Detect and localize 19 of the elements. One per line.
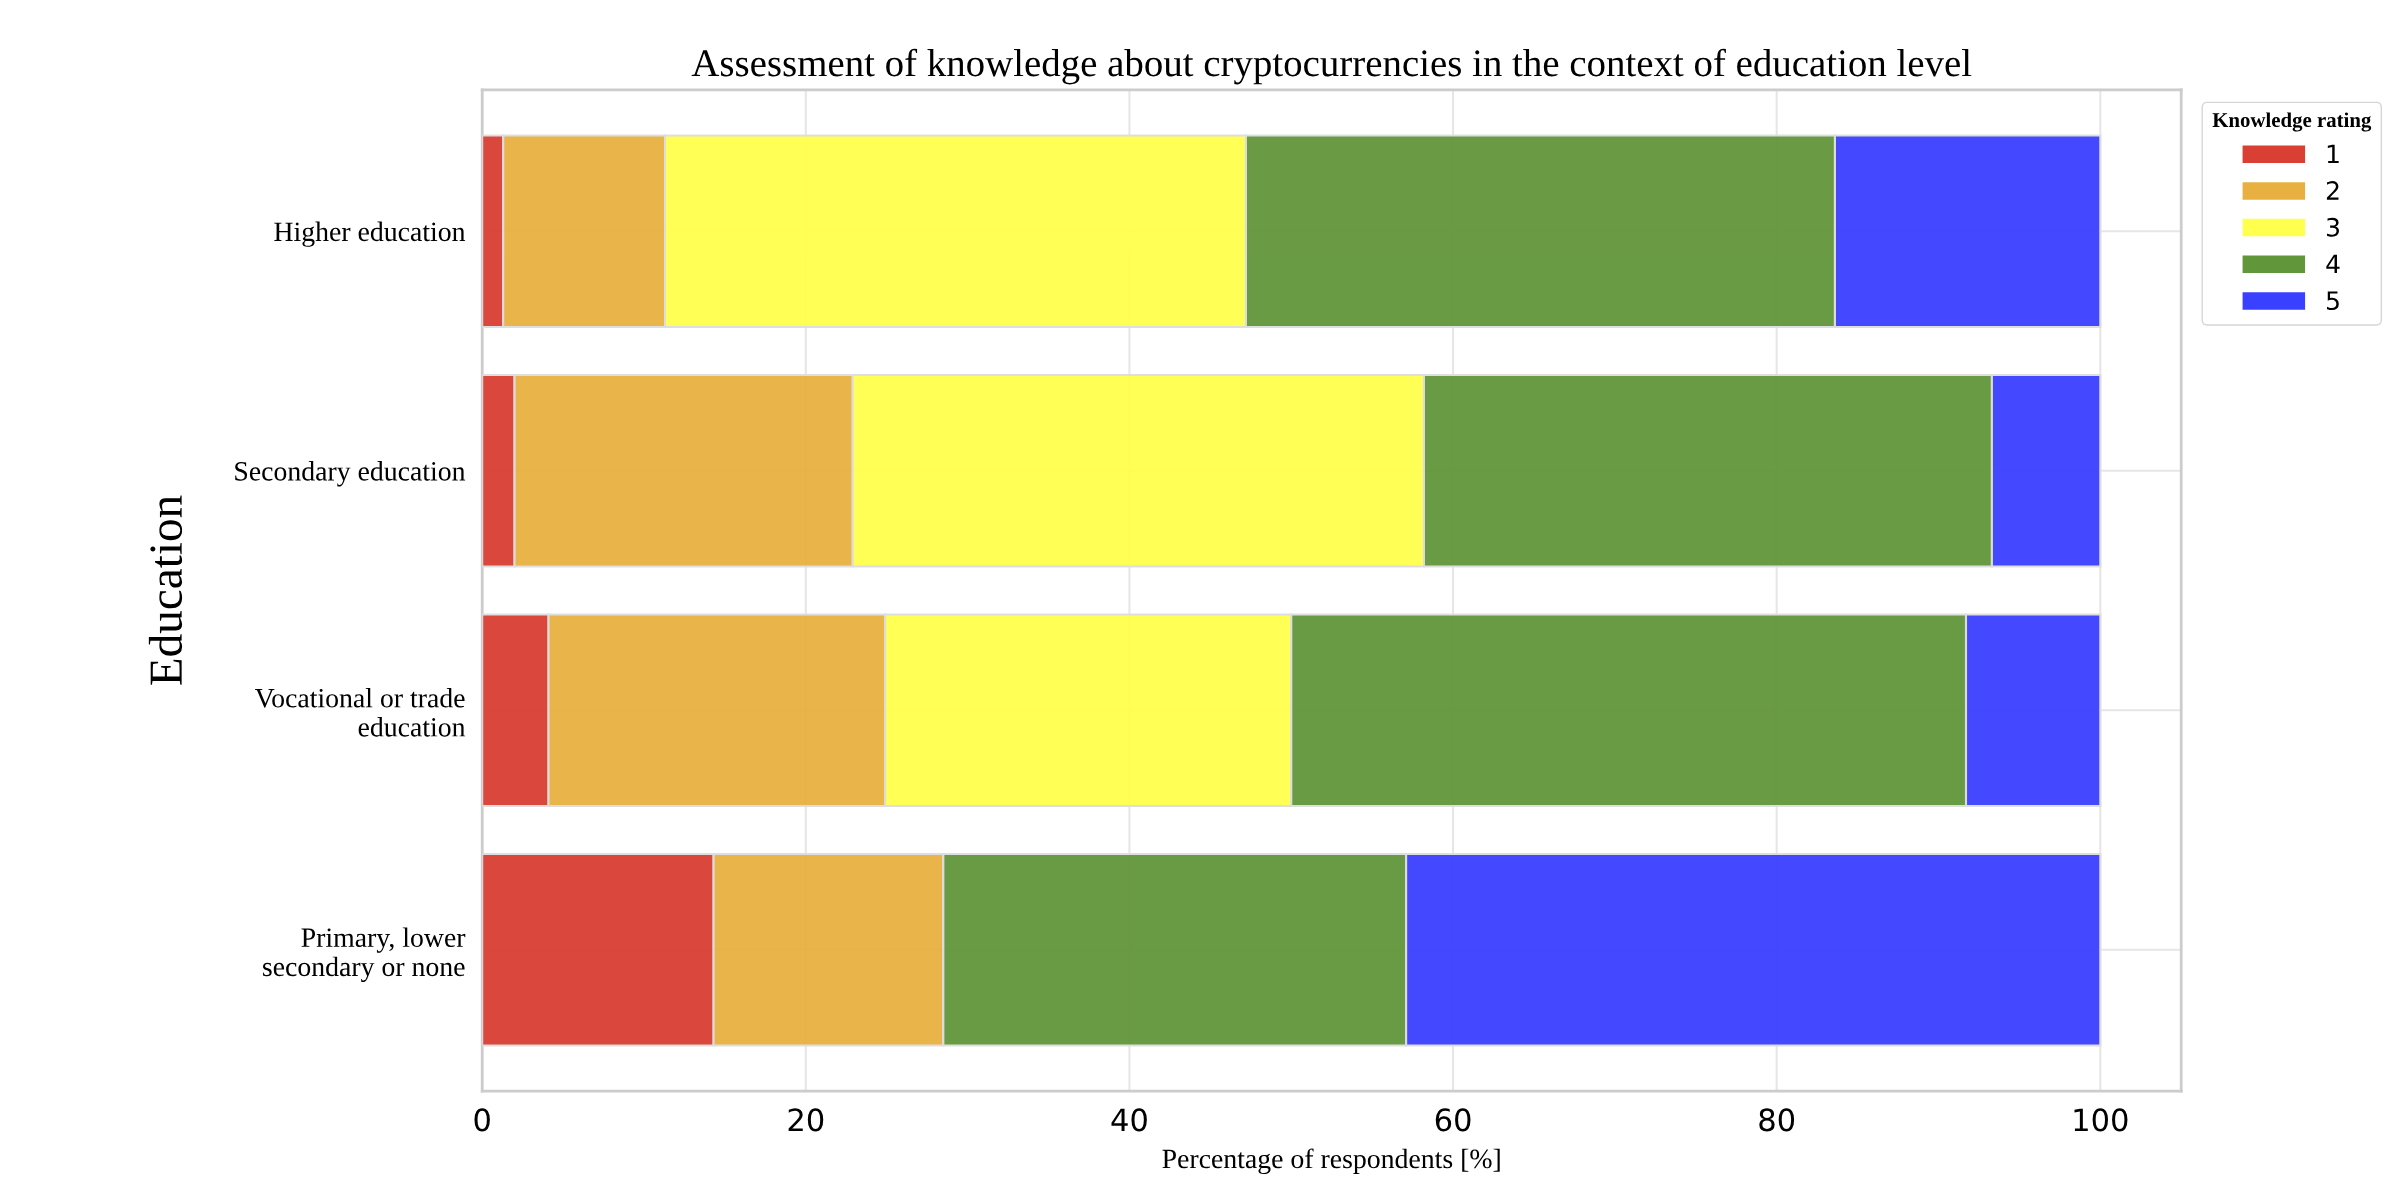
y-tick-label: Higher education — [274, 221, 466, 247]
legend-label: 1 — [2327, 144, 2339, 163]
legend-label: 2 — [2326, 181, 2339, 200]
y-tick-label: Primary, lower secondary or none — [263, 927, 466, 982]
legend-title: Knowledge rating — [2212, 112, 2372, 132]
legend-label: 4 — [2326, 254, 2340, 274]
x-tick-label: 100 — [2074, 1108, 2128, 1132]
x-tick-label: 60 — [1435, 1108, 1471, 1132]
x-tick-label: 40 — [1111, 1108, 1147, 1132]
legend-label: 5 — [2327, 291, 2339, 311]
x-tick-label: 0 — [474, 1108, 490, 1132]
chart-title: Assessment of knowledge about cryptocurrencies in the context of education level — [691, 48, 1972, 85]
x-axis-title: Percentage of respondents [%] — [1162, 1148, 1500, 1174]
y-tick-label: Vocational or trade education — [255, 688, 466, 737]
legend-label: 3 — [2326, 217, 2339, 237]
x-tick-label: 80 — [1759, 1108, 1795, 1132]
y-tick-label: Secondary education — [235, 461, 466, 487]
x-tick-label: 20 — [788, 1108, 824, 1132]
y-axis-title: Education — [148, 495, 183, 685]
